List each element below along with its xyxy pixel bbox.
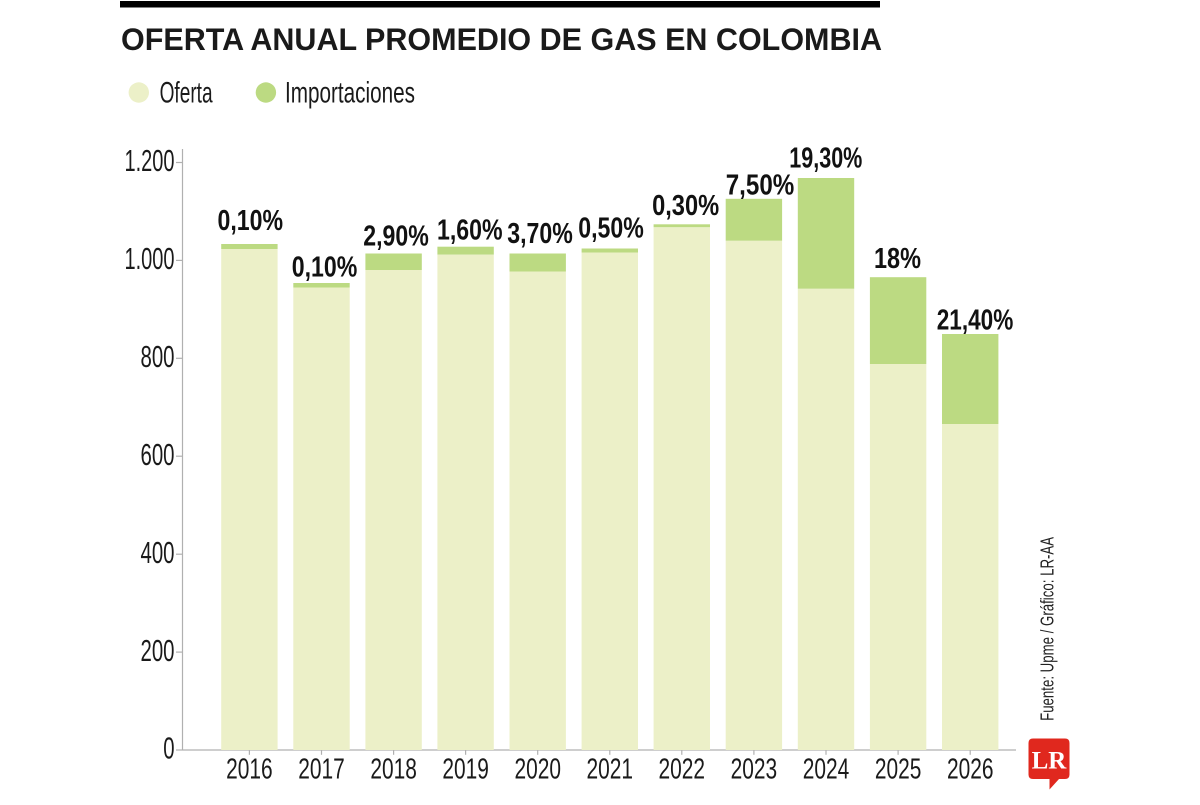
- svg-text:Importaciones: Importaciones: [285, 76, 415, 109]
- svg-text:1.000: 1.000: [125, 242, 175, 276]
- svg-text:2021: 2021: [587, 754, 634, 786]
- svg-text:1,60%: 1,60%: [437, 214, 503, 246]
- svg-text:200: 200: [141, 634, 175, 668]
- svg-text:2017: 2017: [298, 754, 345, 786]
- svg-text:2020: 2020: [514, 754, 561, 786]
- svg-text:2024: 2024: [803, 754, 850, 786]
- svg-text:800: 800: [141, 340, 175, 374]
- svg-text:2025: 2025: [875, 754, 922, 786]
- svg-text:LR: LR: [1032, 748, 1068, 775]
- svg-text:21,40%: 21,40%: [937, 305, 1014, 337]
- svg-text:0,10%: 0,10%: [292, 252, 358, 284]
- svg-text:2,90%: 2,90%: [363, 221, 429, 253]
- svg-text:600: 600: [141, 438, 175, 472]
- svg-text:2018: 2018: [370, 754, 417, 786]
- svg-text:2016: 2016: [226, 754, 273, 786]
- svg-text:Fuente: Upme / Gráfico: LR-AA: Fuente: Upme / Gráfico: LR-AA: [1037, 536, 1058, 720]
- svg-text:0,30%: 0,30%: [652, 190, 719, 222]
- svg-text:2023: 2023: [731, 754, 778, 786]
- svg-text:18%: 18%: [874, 243, 921, 275]
- svg-text:0,10%: 0,10%: [218, 205, 284, 237]
- svg-text:7,50%: 7,50%: [726, 169, 795, 201]
- svg-text:0: 0: [163, 732, 174, 766]
- svg-text:400: 400: [141, 536, 175, 570]
- svg-text:OFERTA ANUAL PROMEDIO DE GAS E: OFERTA ANUAL PROMEDIO DE GAS EN COLOMBIA: [121, 21, 882, 57]
- svg-text:2019: 2019: [442, 754, 489, 786]
- svg-text:19,30%: 19,30%: [789, 142, 862, 174]
- svg-text:3,70%: 3,70%: [507, 218, 573, 250]
- svg-text:1.200: 1.200: [125, 144, 175, 178]
- svg-text:Oferta: Oferta: [160, 76, 213, 109]
- svg-text:0,50%: 0,50%: [578, 212, 644, 244]
- svg-text:2026: 2026: [947, 754, 994, 786]
- svg-text:2022: 2022: [659, 754, 706, 786]
